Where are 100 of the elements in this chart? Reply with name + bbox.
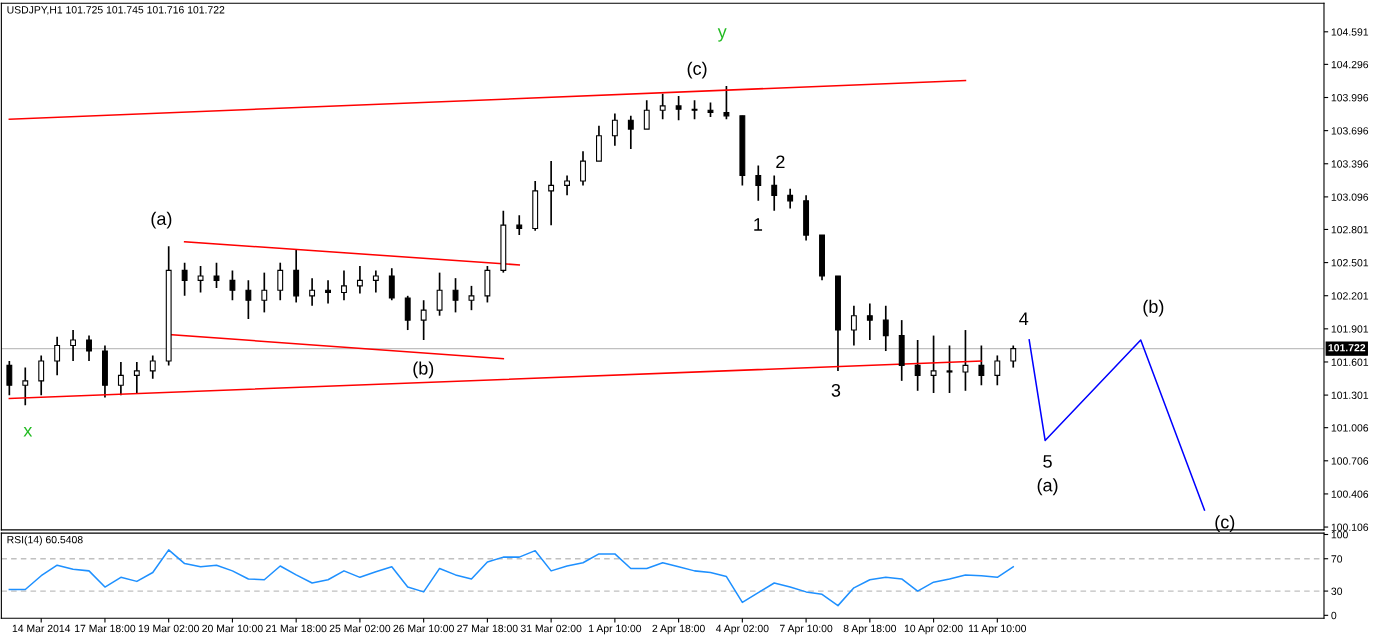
y-tick-label: 70	[1331, 555, 1343, 563]
candlestick	[245, 279, 252, 320]
candlestick	[611, 112, 618, 147]
candlestick	[882, 304, 889, 352]
x-tick-label: 11 Apr 10:00	[968, 624, 1027, 635]
annotation: (a)	[151, 211, 172, 229]
annotation: (b)	[413, 361, 434, 379]
candlestick	[277, 261, 284, 302]
candlestick	[341, 269, 347, 302]
annotation: (a)	[1037, 478, 1058, 496]
candlestick	[1010, 344, 1017, 369]
candlestick	[388, 267, 395, 302]
candlestick	[548, 160, 555, 226]
y-tick-label: 100.106	[1331, 523, 1369, 531]
candlestick	[723, 85, 730, 120]
candlestick	[197, 265, 204, 294]
line-series	[8, 549, 1015, 607]
y-tick-label: 100.406	[1331, 490, 1369, 498]
candlestick	[325, 279, 331, 305]
y-tick-label: 103.096	[1331, 193, 1369, 201]
candlestick	[691, 99, 698, 120]
candlestick	[149, 354, 156, 380]
x-tick-label: 1 Apr 10:00	[589, 624, 642, 635]
y-tick-label: 104.591	[1331, 28, 1369, 36]
x-tick-label: 10 Apr 02:00	[904, 624, 963, 635]
candlestick	[356, 265, 363, 295]
candlestick	[946, 344, 953, 394]
y-tick-label: 101.006	[1331, 424, 1369, 432]
candlestick	[181, 261, 188, 297]
candlestick	[452, 277, 459, 314]
annotation: y	[717, 28, 727, 42]
chart-title: USDJPY,H1 101.725 101.745 101.716 101.722	[7, 6, 225, 15]
candlestick	[564, 174, 571, 197]
annotation: (c)	[1215, 515, 1235, 533]
candlestick	[420, 299, 427, 341]
candlestick	[133, 361, 140, 394]
y-tick-label: 101.301	[1331, 391, 1369, 399]
candlestick	[643, 99, 650, 130]
annotation: 2	[776, 155, 785, 168]
candlestick	[659, 92, 666, 120]
x-tick-label: 21 Mar 18:00	[266, 624, 327, 633]
candlestick	[54, 335, 61, 377]
x-tick-label: 27 Mar 18:00	[457, 624, 518, 633]
candlestick	[675, 95, 682, 122]
candlestick	[436, 271, 443, 317]
y-tick-label: 0	[1331, 611, 1337, 620]
candlestick	[70, 329, 77, 362]
y-tick-label: 102.501	[1331, 259, 1369, 267]
candlestick	[627, 114, 634, 150]
x-tick-label: 26 Mar 10:00	[393, 624, 454, 633]
candlestick	[914, 339, 921, 392]
y-tick-label: 103.696	[1331, 127, 1369, 135]
x-tick-label: 31 Mar 02:00	[520, 624, 582, 633]
x-tick-label: 2 Apr 18:00	[652, 624, 705, 635]
candlestick	[38, 354, 45, 397]
y-tick-label: 103.396	[1331, 160, 1369, 168]
candlestick	[261, 271, 268, 314]
annotation: 1	[754, 218, 763, 231]
candlestick	[787, 187, 794, 210]
x-tick-label: 7 Apr 10:00	[779, 624, 833, 635]
x-tick-label: 4 Apr 02:00	[715, 624, 769, 635]
y-tick-label: 102.801	[1331, 225, 1369, 234]
x-tick-label: 17 Mar 18:00	[75, 624, 136, 633]
y-tick-label: 101.601	[1331, 358, 1369, 366]
candlestick	[22, 366, 29, 406]
candlestick	[309, 277, 316, 307]
annotation: (c)	[687, 61, 707, 79]
candlestick	[962, 329, 969, 392]
annotation: (b)	[1143, 299, 1164, 317]
x-tick-label: 8 Apr 18:00	[843, 624, 897, 635]
annotation: x	[23, 427, 33, 437]
candlestick	[580, 150, 586, 187]
candlestick	[213, 261, 220, 289]
candlestick	[930, 334, 937, 394]
candlestick	[468, 285, 475, 312]
y-tick-label: 30	[1331, 587, 1343, 595]
ref-line-label: 101.722	[1328, 344, 1366, 352]
candlestick	[755, 164, 762, 202]
candlestick	[229, 269, 236, 302]
y-tick-label: 103.996	[1331, 94, 1369, 102]
y-tick-label: 100.706	[1331, 457, 1369, 465]
x-tick-label: 20 Mar 10:00	[202, 624, 263, 633]
y-tick-label: 101.901	[1331, 325, 1369, 333]
candlestick	[994, 354, 1001, 387]
y-tick-label: 104.296	[1331, 60, 1369, 69]
y-tick-label: 100	[1331, 530, 1348, 539]
candlestick	[6, 360, 13, 397]
y-tick-label: 102.201	[1331, 292, 1369, 300]
annotation: 5	[1043, 455, 1052, 468]
candlestick	[866, 302, 873, 341]
chart-title: RSI(14) 60.5408	[7, 535, 83, 546]
candlestick	[516, 214, 523, 236]
annotation: 3	[831, 383, 841, 397]
candlestick	[86, 334, 92, 362]
candlestick	[771, 174, 778, 212]
candlestick	[372, 269, 379, 294]
candlestick	[850, 304, 857, 347]
candlestick	[978, 344, 985, 387]
candlestick	[404, 294, 411, 331]
annotation: 4	[1019, 312, 1029, 325]
